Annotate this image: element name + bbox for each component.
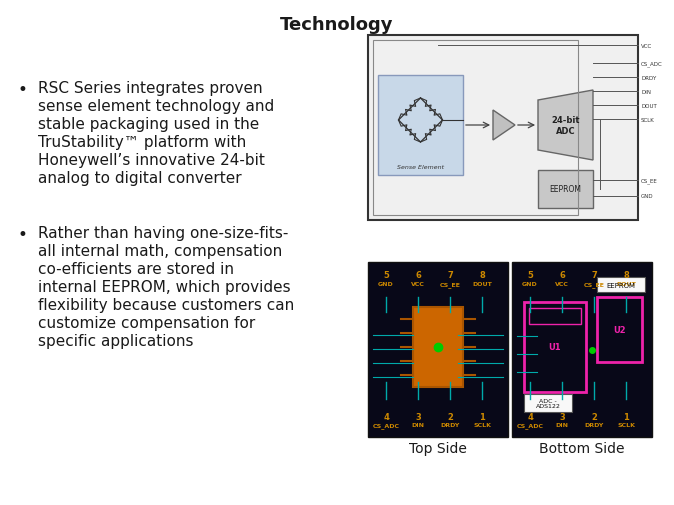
Text: EEPROM: EEPROM	[607, 282, 636, 288]
Text: CS_ADC: CS_ADC	[516, 422, 543, 428]
Text: 3: 3	[415, 412, 421, 421]
Text: VCC: VCC	[555, 281, 569, 286]
Text: DRDY: DRDY	[584, 422, 604, 427]
Text: Bottom Side: Bottom Side	[539, 441, 625, 455]
Text: U2: U2	[613, 325, 626, 334]
Bar	[524, 302, 586, 392]
Text: EEPROM: EEPROM	[549, 185, 582, 194]
Text: DRDY: DRDY	[641, 75, 656, 80]
Text: 2: 2	[591, 412, 597, 421]
Text: analog to digital converter: analog to digital converter	[38, 171, 241, 186]
Text: DOUT: DOUT	[616, 281, 636, 286]
Text: stable packaging used in the: stable packaging used in the	[38, 117, 259, 132]
Text: CS_EE: CS_EE	[584, 281, 605, 287]
Text: TruStability™ platform with: TruStability™ platform with	[38, 135, 246, 149]
Text: ADC -
ADS122: ADC - ADS122	[536, 398, 561, 409]
Text: U1: U1	[549, 343, 561, 352]
Bar	[597, 297, 642, 362]
Text: •: •	[18, 226, 28, 243]
Text: 3: 3	[559, 412, 565, 421]
Text: Honeywell’s innovative 24-bit: Honeywell’s innovative 24-bit	[38, 153, 265, 168]
Text: DIN: DIN	[641, 89, 651, 94]
Text: customize compensation for: customize compensation for	[38, 316, 255, 330]
Text: GND: GND	[378, 281, 394, 286]
Text: CS_ADC: CS_ADC	[373, 422, 400, 428]
Text: 5: 5	[383, 271, 389, 279]
Text: SCLK: SCLK	[473, 422, 491, 427]
Text: 8: 8	[479, 271, 485, 279]
Polygon shape	[538, 91, 593, 161]
Text: 6: 6	[559, 271, 565, 279]
Bar	[538, 171, 593, 209]
Text: 5: 5	[527, 271, 533, 279]
Text: DIN: DIN	[412, 422, 425, 427]
Text: VCC: VCC	[641, 43, 652, 48]
Text: CS_ADC: CS_ADC	[641, 61, 663, 67]
Text: 7: 7	[591, 271, 597, 279]
Text: CS_EE: CS_EE	[439, 281, 460, 287]
Bar	[368, 36, 638, 221]
Text: co-efficients are stored in: co-efficients are stored in	[38, 262, 234, 276]
Text: Technology: Technology	[280, 16, 394, 34]
Text: DOUT: DOUT	[641, 104, 656, 108]
Text: DRDY: DRDY	[440, 422, 460, 427]
Text: 1: 1	[479, 412, 485, 421]
Bar	[378, 76, 463, 176]
Text: sense element technology and: sense element technology and	[38, 99, 274, 114]
Text: 4: 4	[383, 412, 389, 421]
Text: DOUT: DOUT	[472, 281, 492, 286]
Text: 2: 2	[447, 412, 453, 421]
Text: DIN: DIN	[555, 422, 568, 427]
Text: internal EEPROM, which provides: internal EEPROM, which provides	[38, 279, 290, 294]
Text: VCC: VCC	[411, 281, 425, 286]
Text: CS_EE: CS_EE	[641, 178, 658, 183]
Text: GND: GND	[522, 281, 538, 286]
Bar	[368, 263, 508, 437]
Text: 7: 7	[447, 271, 453, 279]
Text: 1: 1	[623, 412, 629, 421]
Text: flexibility because customers can: flexibility because customers can	[38, 297, 295, 313]
Text: 4: 4	[527, 412, 533, 421]
Bar	[524, 394, 572, 412]
Text: all internal math, compensation: all internal math, compensation	[38, 243, 282, 259]
Text: SCLK: SCLK	[641, 117, 654, 122]
Text: 8: 8	[623, 271, 629, 279]
Bar	[597, 277, 645, 292]
Bar	[373, 41, 578, 216]
Text: specific applications: specific applications	[38, 333, 193, 348]
Text: SCLK: SCLK	[617, 422, 635, 427]
Bar	[512, 263, 652, 437]
Text: 6: 6	[415, 271, 421, 279]
Text: 24-bit
ADC: 24-bit ADC	[551, 116, 580, 135]
Text: RSC Series integrates proven: RSC Series integrates proven	[38, 81, 263, 96]
Text: Sense Element: Sense Element	[397, 165, 444, 170]
Text: •: •	[18, 81, 28, 99]
Polygon shape	[493, 111, 515, 141]
Bar	[529, 309, 581, 324]
Text: Rather than having one-size-fits-: Rather than having one-size-fits-	[38, 226, 288, 240]
Text: Top Side: Top Side	[409, 441, 467, 455]
Bar	[413, 308, 463, 387]
Text: GND: GND	[641, 194, 654, 199]
